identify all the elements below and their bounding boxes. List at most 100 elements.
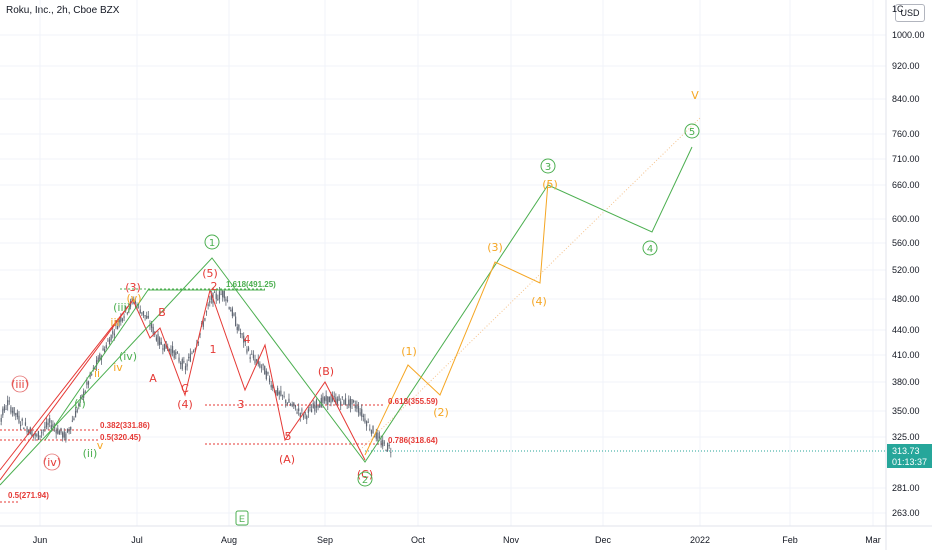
candle-body	[26, 427, 28, 433]
price-axis[interactable]: 1000.00 920.00 840.00 760.00 710.00 660.00 600…	[892, 30, 925, 518]
candle-body	[283, 396, 285, 398]
candle-body	[209, 300, 211, 303]
wave-label: (A)	[279, 453, 295, 466]
candle-body	[147, 315, 149, 318]
candle-body	[325, 395, 327, 402]
candle-body	[243, 335, 245, 343]
candle-body	[181, 359, 183, 370]
candle-body	[323, 397, 326, 401]
price-tick-label: 480.00	[892, 294, 920, 304]
fib-level-label: 0.382(331.86)	[100, 421, 150, 430]
currency-button[interactable]: USD	[895, 4, 925, 22]
candle-body	[180, 362, 182, 365]
candle-body	[223, 290, 225, 299]
candle-body	[359, 412, 361, 415]
candle-body	[280, 390, 282, 396]
candle-body	[356, 404, 358, 409]
time-tick-label: 2022	[690, 535, 710, 545]
wave-label: iii	[110, 316, 119, 329]
candle-body	[63, 431, 65, 438]
wave-label: (4)	[531, 295, 547, 308]
candle-body	[78, 403, 80, 407]
candle-body	[311, 409, 313, 413]
candle-body	[236, 326, 238, 331]
candle-body	[357, 406, 360, 413]
candle-body	[47, 422, 49, 425]
price-tick-label: 520.00	[892, 265, 920, 275]
candle-body	[44, 426, 46, 429]
last-price-tag: 313.73 01:13:37	[887, 444, 932, 468]
candle-body	[105, 345, 107, 349]
wave-label: 5	[285, 430, 292, 443]
candle-body	[159, 337, 161, 346]
candle-body	[113, 333, 115, 336]
candle-body	[372, 425, 374, 434]
candle-body	[197, 341, 200, 343]
wave-label: (2)	[433, 406, 449, 419]
candle-body	[171, 345, 174, 353]
candle-body	[60, 427, 62, 433]
time-tick-label: Sep	[317, 535, 333, 545]
candle-body	[344, 398, 347, 405]
wave-label-circle	[642, 240, 658, 256]
candle-body	[157, 334, 159, 345]
price-tick-label: 263.00	[892, 508, 920, 518]
candle-body	[139, 309, 141, 314]
candle-body	[86, 381, 88, 385]
wave-label: 1	[210, 343, 217, 356]
candle-body	[298, 408, 300, 412]
candle-body	[83, 391, 85, 398]
wave-label: (3)	[125, 281, 141, 294]
candle-body	[246, 349, 248, 353]
time-tick-label: Oct	[411, 535, 426, 545]
candle-body	[260, 366, 263, 368]
candle-body	[349, 398, 351, 408]
candle-body	[217, 298, 219, 301]
candle-body	[21, 418, 23, 421]
earnings-marker[interactable]: E	[235, 510, 249, 526]
candle-body	[317, 405, 319, 408]
candle-body	[71, 420, 73, 422]
candle-body	[173, 350, 175, 359]
candle-body	[226, 300, 229, 302]
wave-label: (v)	[126, 292, 141, 305]
candle-body	[388, 444, 390, 447]
wave-label: 1	[209, 238, 215, 249]
candle-body	[8, 400, 10, 402]
time-tick-label: Jul	[131, 535, 143, 545]
candle-body	[178, 357, 180, 362]
candle-body	[186, 363, 188, 367]
fib-level-label: 0.5(271.94)	[8, 491, 49, 500]
candle-body	[249, 357, 251, 359]
candle-body	[183, 360, 185, 363]
wave-label: v	[97, 439, 104, 452]
candle-body	[247, 347, 250, 351]
candle-body	[385, 450, 387, 452]
candle-body	[351, 399, 353, 405]
fib-level-label: 0.618(355.59)	[388, 397, 438, 406]
price-tick-label: 600.00	[892, 214, 920, 224]
candle-body	[289, 404, 292, 406]
candle-body	[7, 400, 9, 406]
candle-body	[144, 315, 146, 317]
time-tick-label: Nov	[503, 535, 520, 545]
candle-body	[218, 291, 221, 300]
price-tick-label: 1000.00	[892, 30, 925, 40]
candle-body	[343, 399, 345, 405]
candle-body	[259, 363, 261, 368]
wave-label: (iii)	[113, 301, 131, 314]
candle-body	[214, 292, 216, 293]
candle-body	[41, 432, 43, 434]
candle-body	[123, 316, 125, 319]
candle-body	[239, 332, 242, 334]
wave-label-circle	[684, 123, 700, 139]
time-axis[interactable]: Jun Jul Aug Sep Oct Nov Dec 2022 Feb Mar	[33, 535, 881, 545]
wave-label: (C)	[357, 468, 373, 481]
candle-body	[66, 428, 69, 433]
candle-body	[353, 400, 355, 403]
price-tick-label: 410.00	[892, 350, 920, 360]
candle-body	[142, 311, 145, 316]
candle-body	[294, 404, 297, 408]
candle-body	[10, 406, 12, 413]
